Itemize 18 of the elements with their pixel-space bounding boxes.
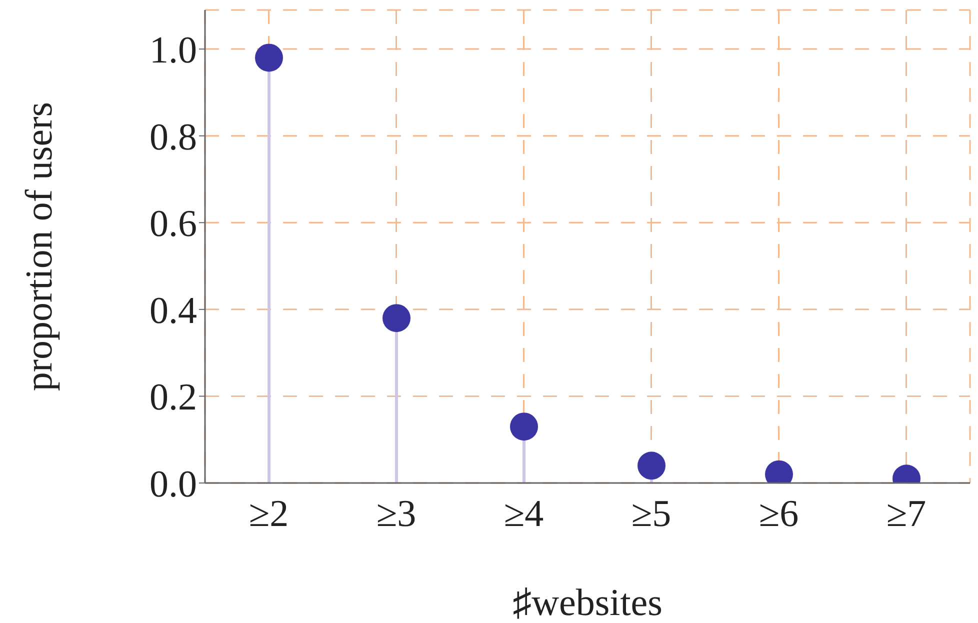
x-tick-label: ≥2 — [248, 492, 289, 535]
y-tick-label: 0.4 — [150, 290, 197, 332]
point — [638, 452, 666, 480]
y-tick-label: 1.0 — [150, 30, 197, 72]
y-tick-label: 0.8 — [150, 116, 197, 158]
x-tick-label: ≥7 — [886, 492, 926, 535]
x-tick-label: ≥3 — [376, 492, 416, 535]
y-tick-label: 0.6 — [150, 203, 197, 246]
x-tick-label: ≥6 — [758, 492, 799, 535]
y-tick-label: 0.0 — [150, 463, 197, 506]
y-tick-label: 0.2 — [150, 376, 197, 419]
y-axis-title: proportion of users — [18, 102, 60, 392]
x-tick-label: ≥4 — [504, 492, 544, 535]
x-axis-title: ♯websites — [512, 582, 662, 623]
point — [510, 412, 538, 441]
point — [382, 304, 410, 332]
x-tick-label: ≥5 — [631, 492, 672, 535]
point — [255, 44, 283, 72]
